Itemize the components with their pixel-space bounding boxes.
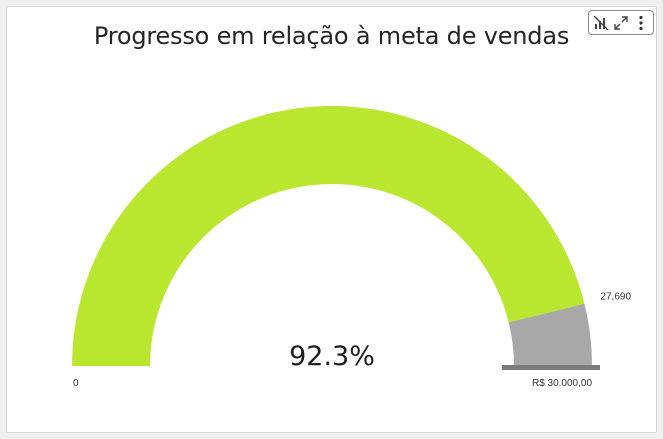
- gauge-min-label: 0: [73, 378, 79, 389]
- expand-icon[interactable]: [612, 14, 630, 32]
- gauge-target-marker: [502, 365, 600, 370]
- more-options-icon[interactable]: [632, 14, 650, 32]
- gauge-remaining-arc: [508, 303, 592, 366]
- gauge-value-label: 27,690: [600, 292, 631, 303]
- gauge-max-label: R$ 30.000,00: [532, 378, 592, 389]
- gauge-filled-arc: [72, 105, 585, 366]
- chart-title: Progresso em relação à meta de vendas: [93, 22, 570, 50]
- chart-toolbar: [588, 10, 654, 35]
- chart-settings-icon[interactable]: [592, 14, 610, 32]
- gauge-percent-label: 92.3%: [289, 341, 375, 372]
